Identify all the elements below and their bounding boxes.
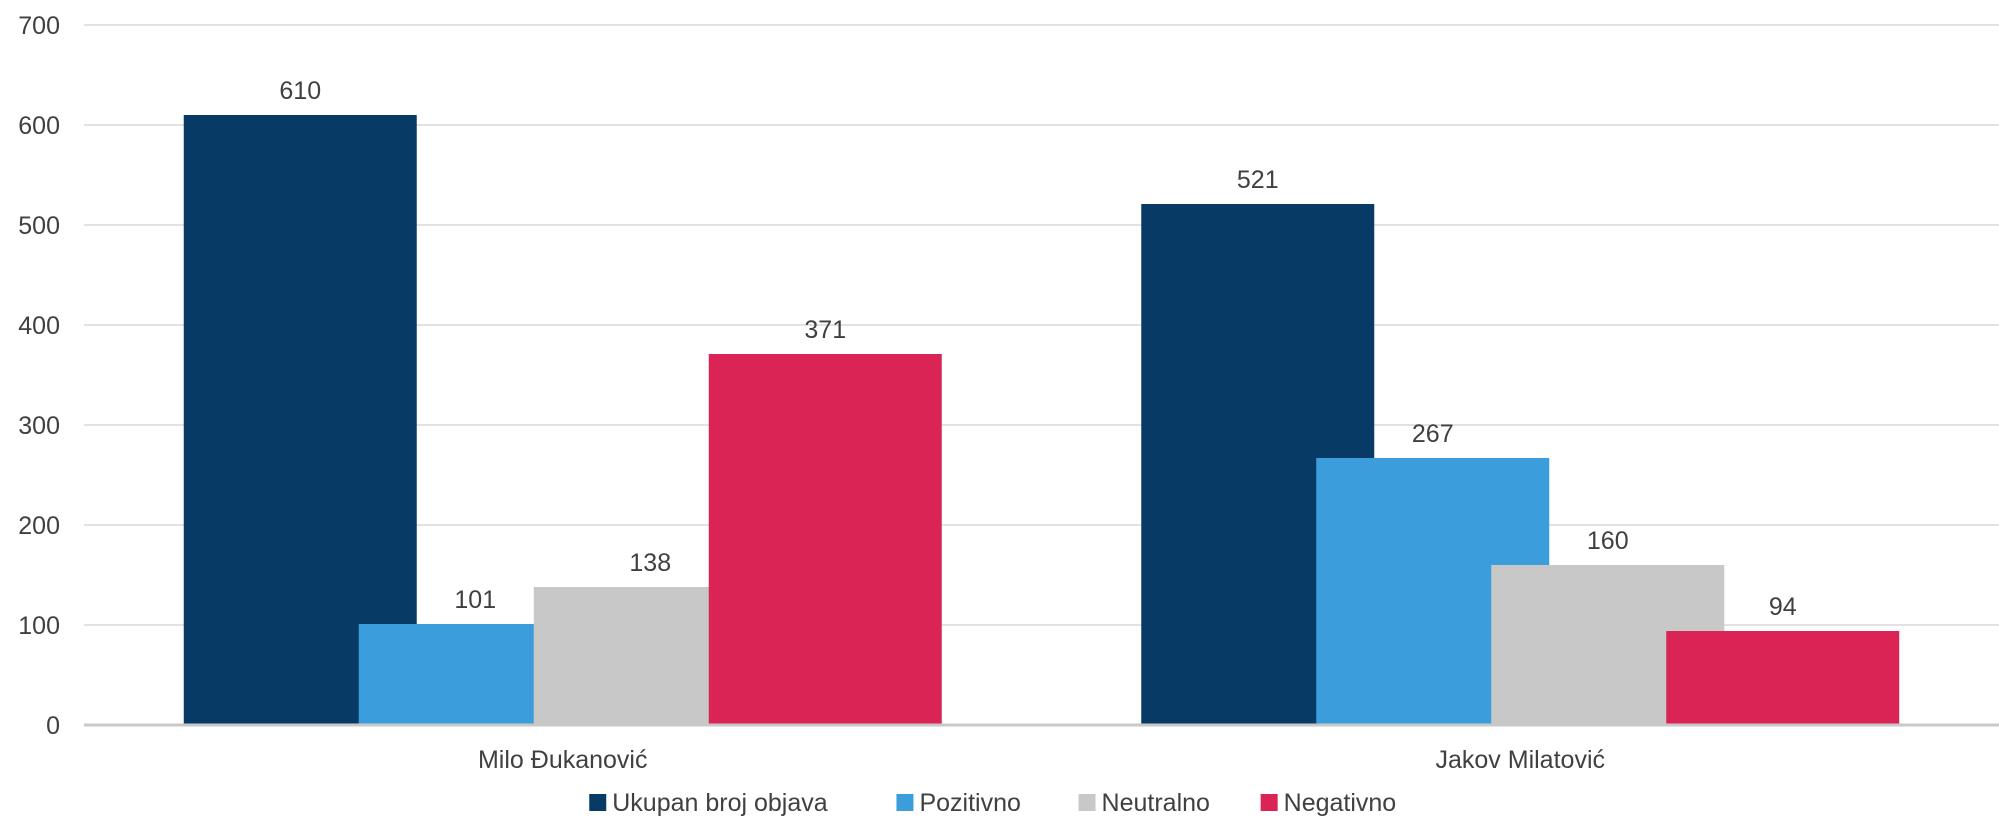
data-label: 138 [629, 549, 671, 577]
y-tick-label: 0 [46, 712, 60, 740]
x-category-label: Milo Đukanović [478, 746, 648, 774]
x-category-label: Jakov Milatović [1436, 746, 1606, 774]
legend-swatch [589, 794, 607, 811]
y-tick-label: 500 [18, 212, 60, 240]
bars [183, 115, 1900, 725]
legend-item: Ukupan broj objava [589, 789, 828, 817]
legend-item: Negativno [1260, 789, 1397, 817]
y-tick-label: 300 [18, 412, 60, 440]
x-axis-categories: Milo Đukanović Jakov Milatović [478, 746, 1605, 774]
legend-label: Pozitivno [919, 789, 1020, 817]
data-label: 160 [1587, 527, 1629, 555]
data-label: 610 [279, 77, 321, 105]
bar [708, 354, 942, 725]
legend: Ukupan broj objava Pozitivno Neutralno Nega… [589, 789, 1396, 817]
y-tick-label: 600 [18, 112, 60, 140]
legend-swatch [1078, 794, 1096, 811]
y-tick-label: 200 [18, 512, 60, 540]
legend-swatch [1260, 794, 1278, 811]
legend-label: Ukupan broj objava [612, 789, 828, 817]
data-label: 101 [454, 586, 496, 614]
legend-item: Pozitivno [896, 789, 1021, 817]
legend-swatch [896, 794, 914, 811]
legend-item: Neutralno [1078, 789, 1210, 817]
legend-label: Neutralno [1102, 789, 1210, 817]
y-tick-label: 100 [18, 612, 60, 640]
legend-label: Negativno [1284, 789, 1397, 817]
y-axis-ticks: 0 100 200 300 400 500 600 700 [18, 12, 60, 740]
y-tick-label: 400 [18, 312, 60, 340]
data-labels: 610 101 138 371 521 267 160 94 [279, 77, 1796, 621]
data-label: 371 [804, 316, 846, 344]
data-label: 521 [1237, 166, 1279, 194]
data-label: 267 [1412, 420, 1454, 448]
y-tick-label: 700 [18, 12, 60, 40]
data-label: 94 [1769, 593, 1797, 621]
bar [1666, 631, 1900, 725]
bar [183, 115, 417, 725]
